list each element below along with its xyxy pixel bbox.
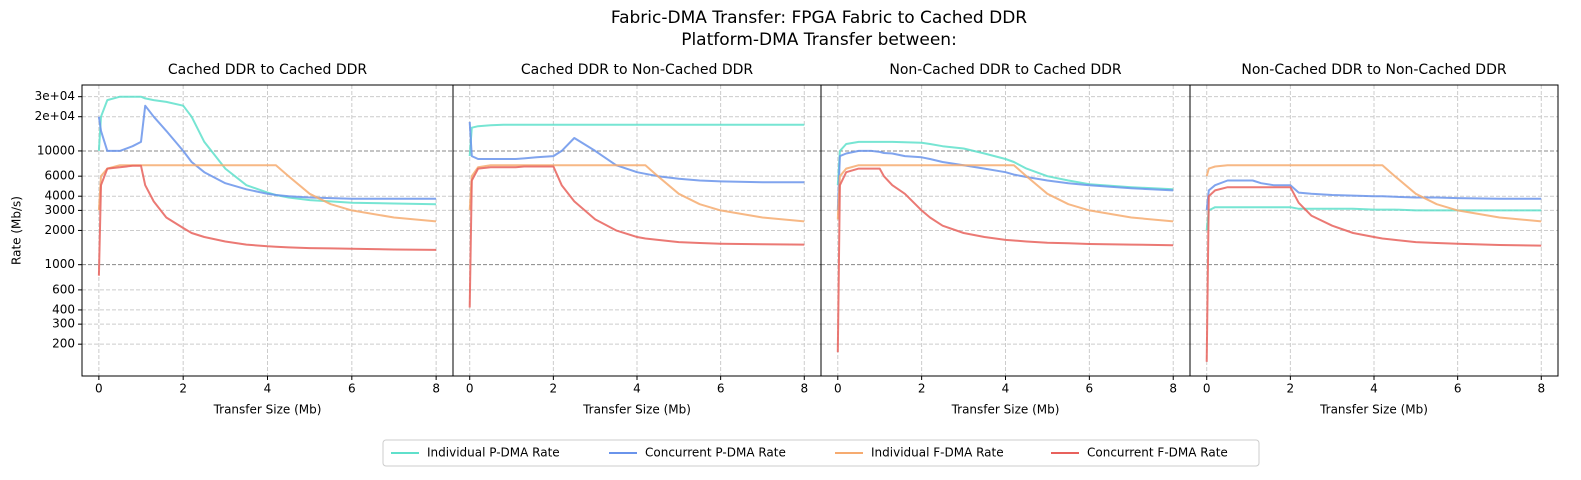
legend-label: Individual P-DMA Rate <box>427 446 560 460</box>
x-tick-label: 8 <box>1169 382 1177 396</box>
series-line <box>468 164 805 223</box>
series-line <box>97 104 437 200</box>
x-tick-label: 0 <box>1203 382 1211 396</box>
y-axis-label: Rate (Mb/s) <box>10 196 24 265</box>
figure-subtitle: Platform-DMA Transfer between: <box>681 30 957 50</box>
y-tick-label: 4000 <box>44 189 75 203</box>
legend-box <box>382 439 1260 467</box>
y-tick-label: 600 <box>52 282 75 296</box>
x-tick-label: 6 <box>348 382 356 396</box>
x-tick-label: 4 <box>1002 382 1010 396</box>
x-tick-label: 0 <box>466 382 474 396</box>
plot-frame <box>1189 84 1559 377</box>
y-tick-label: 300 <box>52 317 75 331</box>
x-tick-label: 0 <box>95 382 103 396</box>
series-line <box>468 165 805 308</box>
series-line <box>1205 186 1542 362</box>
x-tick-label: 6 <box>1086 382 1094 396</box>
subplot-title: Non-Cached DDR to Non-Cached DDR <box>1241 62 1506 78</box>
series-line <box>836 140 1174 191</box>
legend-label: Concurrent P-DMA Rate <box>645 446 786 460</box>
figure-title: Fabric-DMA Transfer: FPGA Fabric to Cach… <box>611 8 1027 28</box>
x-tick-label: 6 <box>717 382 725 396</box>
series-line <box>97 164 437 276</box>
subplot-title: Cached DDR to Cached DDR <box>168 62 368 78</box>
x-tick-label: 4 <box>633 382 641 396</box>
series-line <box>836 149 1174 211</box>
series-line <box>97 95 437 206</box>
x-tick-label: 2 <box>179 382 187 396</box>
legend-label: Concurrent F-DMA Rate <box>1087 446 1228 460</box>
x-axis-label: Transfer Size (Mb) <box>1319 403 1428 417</box>
x-tick-label: 2 <box>550 382 558 396</box>
y-tick-label: 1000 <box>44 257 75 271</box>
y-tick-label: 2e+04 <box>35 109 75 123</box>
x-axis-label: Transfer Size (Mb) <box>582 403 691 417</box>
y-tick-label: 200 <box>52 337 75 351</box>
x-tick-label: 2 <box>1287 382 1295 396</box>
y-tick-label: 6000 <box>44 169 75 183</box>
series-line <box>97 164 437 223</box>
y-tick-label: 3e+04 <box>35 89 75 103</box>
series-line <box>836 164 1174 223</box>
subplot-title: Cached DDR to Non-Cached DDR <box>521 62 754 78</box>
x-axis-label: Transfer Size (Mb) <box>951 403 1060 417</box>
x-tick-label: 6 <box>1454 382 1462 396</box>
y-tick-label: 3000 <box>44 203 75 217</box>
y-tick-label: 2000 <box>44 223 75 237</box>
subplot-title: Non-Cached DDR to Cached DDR <box>889 62 1122 78</box>
y-tick-label: 400 <box>52 302 75 316</box>
x-tick-label: 0 <box>834 382 842 396</box>
legend-label: Individual F-DMA Rate <box>871 446 1004 460</box>
series-line <box>836 167 1174 353</box>
series-line <box>1205 164 1542 223</box>
x-axis-label: Transfer Size (Mb) <box>213 403 322 417</box>
x-tick-label: 8 <box>432 382 440 396</box>
x-tick-label: 2 <box>918 382 926 396</box>
series-line <box>468 121 805 184</box>
x-tick-label: 4 <box>1370 382 1378 396</box>
series-line <box>1205 179 1542 211</box>
x-tick-label: 8 <box>800 382 808 396</box>
series-line <box>468 123 805 157</box>
x-tick-label: 8 <box>1537 382 1545 396</box>
x-tick-label: 4 <box>264 382 272 396</box>
y-tick-label: 10000 <box>37 143 75 157</box>
